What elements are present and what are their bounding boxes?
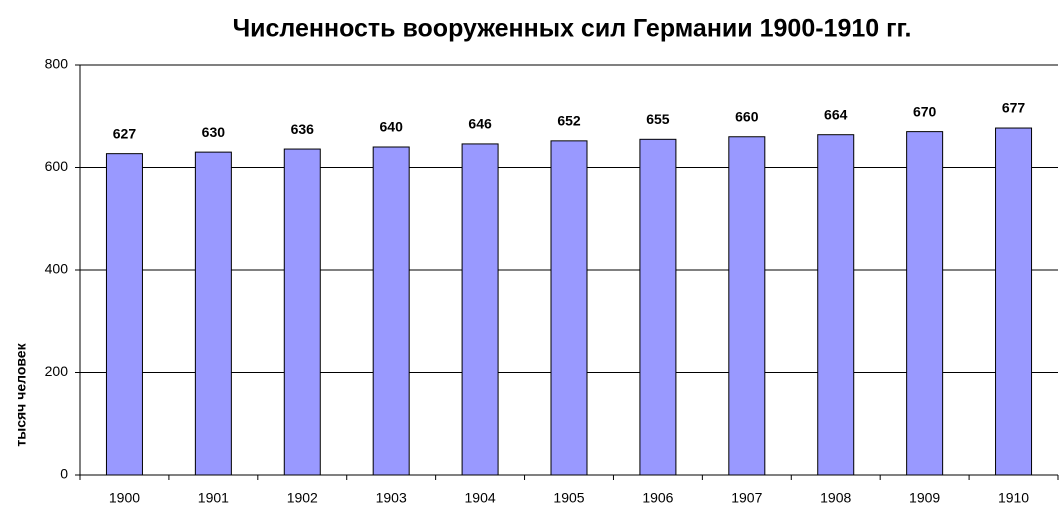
- value-label: 640: [380, 119, 404, 135]
- y-tick-label: 0: [60, 466, 68, 482]
- value-label: 655: [646, 111, 670, 127]
- value-label: 646: [468, 116, 492, 132]
- y-tick-label: 400: [45, 261, 69, 277]
- bar: [550, 140, 588, 476]
- y-tick-label: 200: [45, 363, 69, 379]
- bar: [194, 151, 232, 476]
- chart-title: Численность вооруженных сил Германии 190…: [233, 15, 912, 43]
- y-tick-label: 800: [45, 56, 69, 72]
- bar: [728, 136, 766, 476]
- bar: [906, 131, 944, 476]
- value-label: 636: [291, 121, 315, 137]
- x-tick-label: 1902: [287, 490, 318, 506]
- y-tick-label: 600: [45, 158, 69, 174]
- bar: [105, 153, 143, 476]
- x-tick-label: 1901: [198, 490, 229, 506]
- x-tick-label: 1906: [642, 490, 673, 506]
- value-label: 664: [824, 106, 848, 122]
- bar: [995, 127, 1033, 476]
- value-label: 630: [202, 124, 226, 140]
- value-label: 677: [1002, 100, 1026, 116]
- x-tick-label: 1900: [109, 490, 140, 506]
- x-tick-label: 1905: [553, 490, 584, 506]
- bar: [283, 148, 321, 476]
- x-tick-label: 1909: [909, 490, 940, 506]
- bar: [372, 146, 410, 476]
- x-tick-label: 1904: [465, 490, 496, 506]
- bar: [639, 138, 677, 476]
- value-label: 670: [913, 103, 937, 119]
- x-tick-label: 1910: [998, 490, 1029, 506]
- x-tick-label: 1908: [820, 490, 851, 506]
- bar: [461, 143, 499, 476]
- value-label: 627: [113, 125, 137, 141]
- x-tick-label: 1907: [731, 490, 762, 506]
- value-label: 652: [557, 113, 581, 129]
- y-axis-label: тысяч человек: [13, 342, 29, 446]
- bar: [817, 134, 855, 476]
- x-tick-label: 1903: [376, 490, 407, 506]
- value-label: 660: [735, 108, 759, 124]
